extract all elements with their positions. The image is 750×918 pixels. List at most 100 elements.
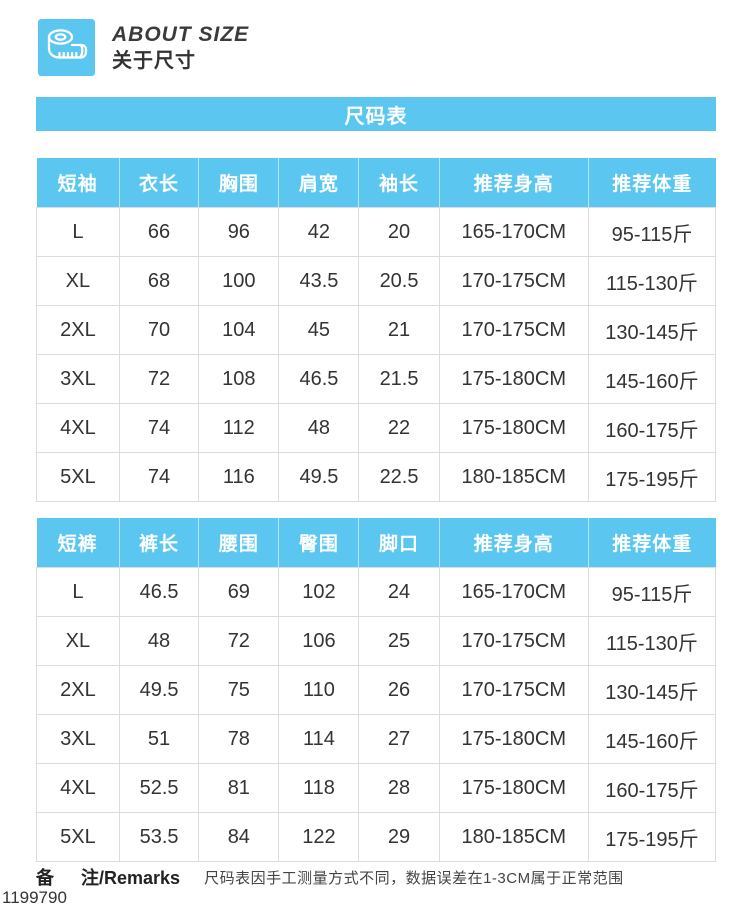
value-cell: 22.5 xyxy=(358,452,440,502)
value-cell: 115-130斤 xyxy=(587,616,717,666)
value-cell: 145-160斤 xyxy=(587,354,717,404)
value-cell: 100 xyxy=(198,256,280,306)
value-cell: 165-170CM xyxy=(438,207,589,257)
size-cell: 5XL xyxy=(36,452,120,502)
value-cell: 49.5 xyxy=(118,665,200,715)
value-cell: 108 xyxy=(198,354,280,404)
remarks-label-bei: 备 xyxy=(36,868,54,888)
size-cell: 4XL xyxy=(36,763,120,813)
size-chart-banner: 尺码表 xyxy=(36,97,716,131)
column-header: 推荐体重 xyxy=(588,518,716,568)
value-cell: 29 xyxy=(358,812,440,862)
table-row: XL 48 72 106 25 170-175CM 115-130斤 xyxy=(36,616,717,666)
column-header: 短裤 xyxy=(36,518,120,568)
column-header: 脚口 xyxy=(358,518,440,568)
remarks-note: 尺码表因手工测量方式不同，数据误差在1-3CM属于正常范围 xyxy=(204,869,624,887)
item-code: 1199790 xyxy=(2,888,67,907)
column-header: 袖长 xyxy=(358,158,440,208)
table-row: 2XL 49.5 75 110 26 170-175CM 130-145斤 xyxy=(36,665,717,715)
size-cell: 2XL xyxy=(36,305,120,355)
value-cell: 24 xyxy=(358,567,440,617)
value-cell: 180-185CM xyxy=(438,812,589,862)
value-cell: 22 xyxy=(358,403,440,453)
value-cell: 114 xyxy=(278,714,360,764)
size-chart-banner-label: 尺码表 xyxy=(344,105,408,128)
size-cell: 5XL xyxy=(36,812,120,862)
value-cell: 25 xyxy=(358,616,440,666)
value-cell: 74 xyxy=(118,452,200,502)
value-cell: 42 xyxy=(278,207,360,257)
column-header: 臀围 xyxy=(278,518,360,568)
column-header: 推荐身高 xyxy=(439,518,589,568)
value-cell: 130-145斤 xyxy=(587,665,717,715)
value-cell: 130-145斤 xyxy=(587,305,717,355)
measuring-tape-icon xyxy=(38,19,95,76)
value-cell: 51 xyxy=(118,714,200,764)
size-cell: L xyxy=(36,207,120,257)
value-cell: 74 xyxy=(118,403,200,453)
value-cell: 160-175斤 xyxy=(587,763,717,813)
table-row: 5XL 74 116 49.5 22.5 180-185CM 175-195斤 xyxy=(36,452,717,502)
value-cell: 20 xyxy=(358,207,440,257)
table-row: 4XL 52.5 81 118 28 175-180CM 160-175斤 xyxy=(36,763,717,813)
column-header: 裤长 xyxy=(119,518,200,568)
size-cell: 2XL xyxy=(36,665,120,715)
value-cell: 45 xyxy=(278,305,360,355)
value-cell: 95-115斤 xyxy=(587,207,717,257)
value-cell: 145-160斤 xyxy=(587,714,717,764)
table-row: 4XL 74 112 48 22 175-180CM 160-175斤 xyxy=(36,403,717,453)
value-cell: 118 xyxy=(278,763,360,813)
value-cell: 84 xyxy=(198,812,280,862)
size-cell: L xyxy=(36,567,120,617)
value-cell: 48 xyxy=(278,403,360,453)
value-cell: 175-180CM xyxy=(438,403,589,453)
value-cell: 175-195斤 xyxy=(587,812,717,862)
value-cell: 116 xyxy=(198,452,280,502)
value-cell: 170-175CM xyxy=(438,305,589,355)
remarks-label-zhu: 注/Remarks xyxy=(81,868,181,888)
size-cell: 3XL xyxy=(36,354,120,404)
short-sleeve-size-table-grid: 短袖 衣长 胸围 肩宽 袖长 推荐身高 推荐体重 L 66 96 42 20 165-170CM 95-… xyxy=(36,158,717,502)
column-header: 推荐体重 xyxy=(588,158,716,208)
value-cell: 66 xyxy=(118,207,200,257)
short-sleeve-size-table: 短袖 衣长 胸围 肩宽 袖长 推荐身高 推荐体重 L 66 96 42 20 165-170CM 95-… xyxy=(36,158,717,502)
column-header: 腰围 xyxy=(198,518,280,568)
value-cell: 170-175CM xyxy=(438,665,589,715)
shorts-size-table: 短裤 裤长 腰围 臀围 脚口 推荐身高 推荐体重 L 46.5 69 102 24 165-170CM… xyxy=(36,518,717,862)
value-cell: 72 xyxy=(198,616,280,666)
value-cell: 170-175CM xyxy=(438,256,589,306)
value-cell: 48 xyxy=(118,616,200,666)
value-cell: 95-115斤 xyxy=(587,567,717,617)
header-row: 短袖 衣长 胸围 肩宽 袖长 推荐身高 推荐体重 xyxy=(36,158,716,208)
value-cell: 112 xyxy=(198,403,280,453)
value-cell: 43.5 xyxy=(278,256,360,306)
value-cell: 110 xyxy=(278,665,360,715)
value-cell: 53.5 xyxy=(118,812,200,862)
value-cell: 46.5 xyxy=(118,567,200,617)
table-row: L 46.5 69 102 24 165-170CM 95-115斤 xyxy=(36,567,717,617)
value-cell: 78 xyxy=(198,714,280,764)
value-cell: 46.5 xyxy=(278,354,360,404)
size-cell: 4XL xyxy=(36,403,120,453)
table-row: 3XL 72 108 46.5 21.5 175-180CM 145-160斤 xyxy=(36,354,717,404)
shorts-size-table-grid: 短裤 裤长 腰围 臀围 脚口 推荐身高 推荐体重 L 46.5 69 102 24 165-170CM… xyxy=(36,518,717,862)
table-row: XL 68 100 43.5 20.5 170-175CM 115-130斤 xyxy=(36,256,717,306)
value-cell: 20.5 xyxy=(358,256,440,306)
brand-titles: ABOUT SIZE 关于尺寸 xyxy=(112,21,249,74)
column-header: 肩宽 xyxy=(278,158,360,208)
about-size-title-zh: 关于尺寸 xyxy=(112,50,196,72)
value-cell: 21.5 xyxy=(358,354,440,404)
value-cell: 165-170CM xyxy=(438,567,589,617)
table-row: L 66 96 42 20 165-170CM 95-115斤 xyxy=(36,207,717,257)
value-cell: 27 xyxy=(358,714,440,764)
value-cell: 28 xyxy=(358,763,440,813)
column-header: 推荐身高 xyxy=(439,158,589,208)
size-cell: 3XL xyxy=(36,714,120,764)
value-cell: 106 xyxy=(278,616,360,666)
remarks-row: 备 注/Remarks 尺码表因手工测量方式不同，数据误差在1-3CM属于正常范… xyxy=(36,864,736,890)
table-row: 5XL 53.5 84 122 29 180-185CM 175-195斤 xyxy=(36,812,717,862)
value-cell: 122 xyxy=(278,812,360,862)
value-cell: 70 xyxy=(118,305,200,355)
value-cell: 175-180CM xyxy=(438,354,589,404)
table-row: 2XL 70 104 45 21 170-175CM 130-145斤 xyxy=(36,305,717,355)
